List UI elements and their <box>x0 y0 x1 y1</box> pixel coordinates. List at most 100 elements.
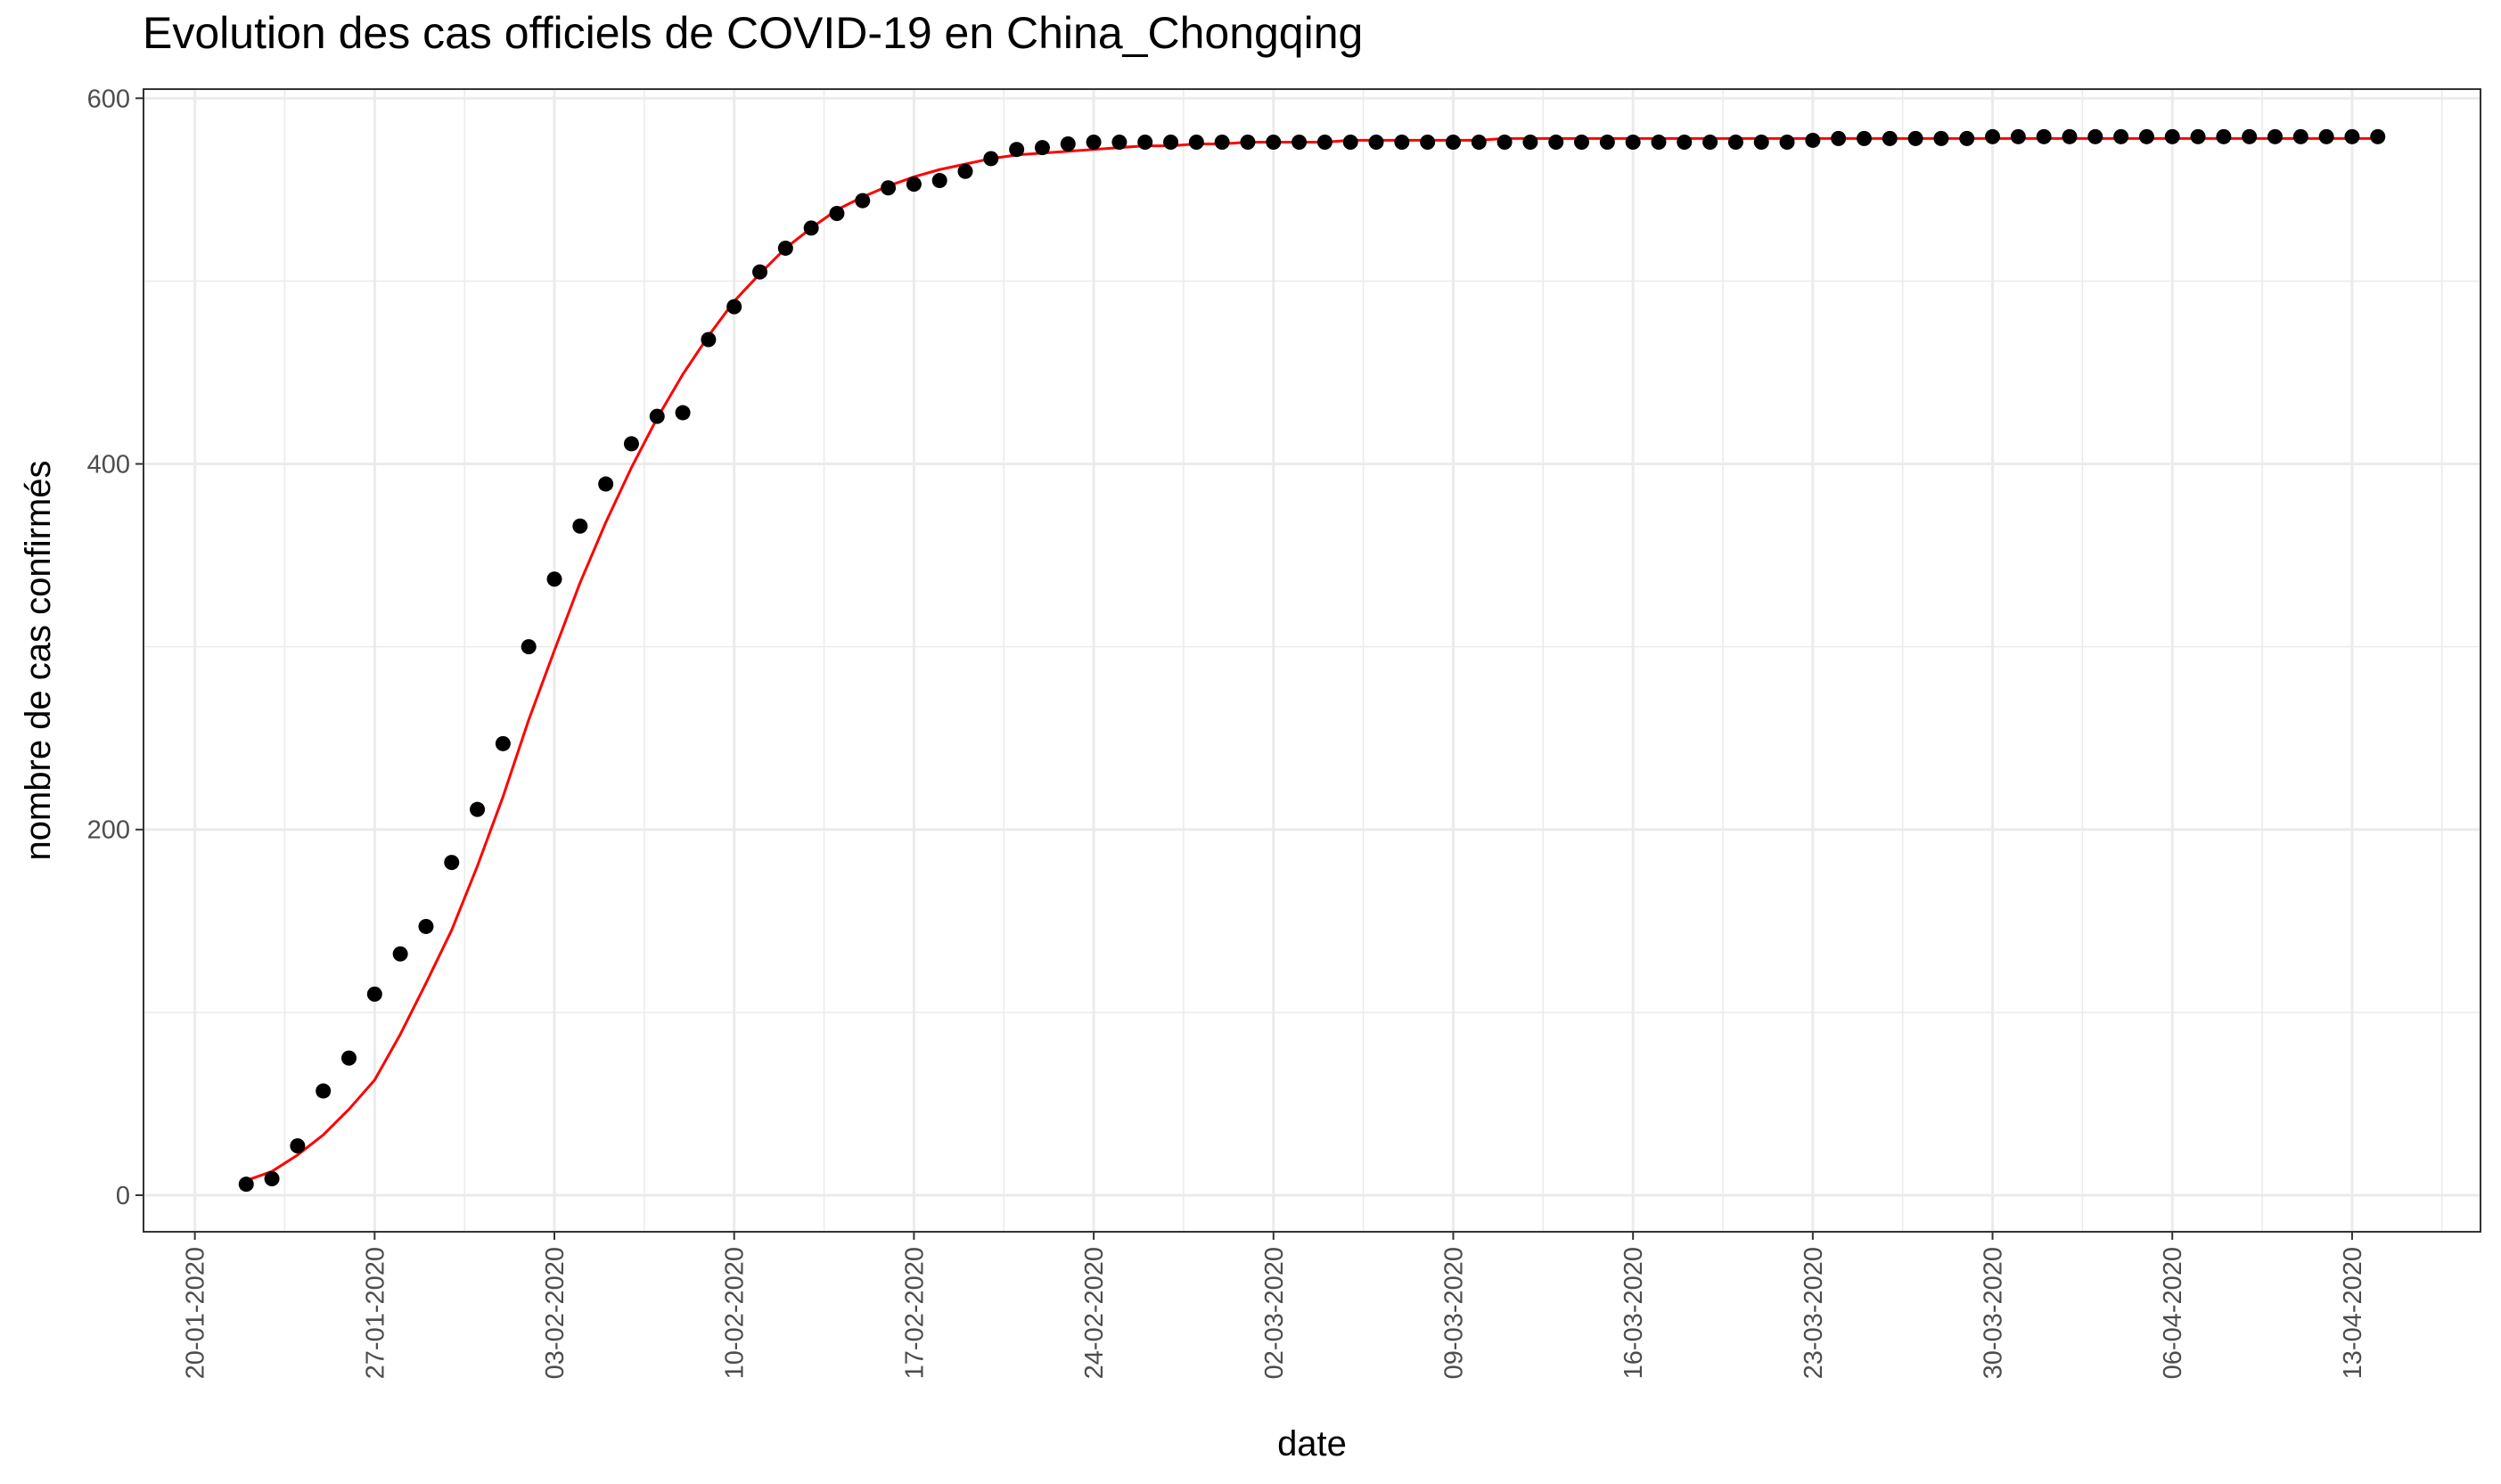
x-tick-label: 09-03-2020 <box>1439 1247 1468 1379</box>
x-tick-label: 16-03-2020 <box>1620 1247 1648 1379</box>
data-point <box>777 240 793 256</box>
data-point <box>1342 134 1358 150</box>
data-point <box>470 801 486 817</box>
data-point <box>2036 128 2052 144</box>
data-point <box>726 299 742 315</box>
x-tick-label: 02-03-2020 <box>1260 1247 1289 1379</box>
data-point <box>1188 134 1204 150</box>
data-point <box>906 176 922 193</box>
data-point <box>2062 128 2078 144</box>
x-tick-label: 24-02-2020 <box>1080 1247 1109 1379</box>
data-point <box>2190 128 2206 144</box>
data-point <box>2242 128 2258 144</box>
data-point <box>495 735 511 751</box>
y-axis: 0 200 400 600 <box>87 85 144 1210</box>
data-point <box>598 476 614 492</box>
data-point <box>1163 134 1179 150</box>
data-point <box>675 405 691 421</box>
x-tick-label: 17-02-2020 <box>900 1247 929 1379</box>
data-point <box>1086 134 1102 150</box>
data-point <box>572 518 588 534</box>
data-point <box>829 205 845 221</box>
plot-panel-background <box>144 89 2480 1232</box>
data-point <box>2087 128 2103 144</box>
data-point <box>1240 134 1256 150</box>
x-tick-label: 30-03-2020 <box>1980 1247 2008 1379</box>
x-tick-label: 03-02-2020 <box>541 1247 570 1379</box>
data-point <box>2344 128 2360 144</box>
data-point <box>701 332 717 348</box>
data-point <box>1702 134 1718 150</box>
data-point <box>1805 132 1821 148</box>
data-point <box>316 1083 332 1099</box>
data-point <box>752 264 768 280</box>
data-point <box>1137 134 1153 150</box>
data-point <box>546 571 562 587</box>
data-point <box>983 151 999 167</box>
data-point <box>521 639 537 655</box>
x-tick-label: 13-04-2020 <box>2339 1247 2367 1379</box>
data-point <box>1445 134 1461 150</box>
data-point <box>855 193 871 209</box>
y-tick-label: 0 <box>116 1182 130 1210</box>
data-point <box>264 1171 280 1187</box>
x-tick-label: 10-02-2020 <box>721 1247 750 1379</box>
x-tick-label: 27-01-2020 <box>361 1247 390 1379</box>
data-point <box>2138 128 2154 144</box>
data-point <box>1727 134 1743 150</box>
data-point <box>392 946 408 962</box>
data-point <box>1625 134 1641 150</box>
data-point <box>1651 134 1667 150</box>
y-tick-label: 200 <box>87 816 130 845</box>
y-axis-title: nombre de cas confirmés <box>19 460 58 860</box>
data-point <box>444 855 460 871</box>
data-point <box>1214 134 1230 150</box>
data-point <box>1316 134 1332 150</box>
data-point <box>1368 134 1384 150</box>
data-point <box>1856 130 1872 146</box>
data-point <box>1009 142 1025 158</box>
data-point <box>290 1138 306 1154</box>
data-point <box>2113 128 2129 144</box>
data-point <box>1266 134 1282 150</box>
data-point <box>1496 134 1513 150</box>
grid-major <box>144 89 2480 1232</box>
data-point <box>1907 130 1923 146</box>
x-axis-title: date <box>1277 1424 1347 1464</box>
plot-panel-border <box>143 88 2481 1233</box>
x-tick-label: 06-04-2020 <box>2159 1247 2187 1379</box>
data-point <box>341 1050 357 1066</box>
y-tick-label: 600 <box>87 85 130 113</box>
data-point <box>1599 134 1615 150</box>
y-tick-label: 400 <box>87 450 130 479</box>
x-axis: 20-01-2020 27-01-2020 03-02-2020 10-02-2020… <box>182 1232 2367 1379</box>
data-point <box>649 408 665 424</box>
data-point <box>1471 134 1487 150</box>
data-point <box>238 1177 254 1193</box>
grid-minor <box>144 89 2480 1232</box>
data-point <box>2164 128 2180 144</box>
chart-title: Evolution des cas officiels de COVID-19 … <box>143 8 1364 58</box>
data-point <box>1292 134 1308 150</box>
data-point <box>1933 130 1949 146</box>
data-point <box>2318 128 2334 144</box>
data-point <box>2292 128 2308 144</box>
data-point <box>1831 130 1847 146</box>
data-point <box>1677 134 1693 150</box>
data-point <box>1548 134 1564 150</box>
data-point <box>2216 128 2232 144</box>
data-point <box>1779 134 1795 150</box>
data-point <box>1060 136 1076 152</box>
data-point <box>623 436 639 452</box>
data-point <box>1882 130 1898 146</box>
data-point <box>803 220 819 236</box>
data-point <box>418 918 434 934</box>
data-point <box>957 163 973 179</box>
data-point <box>881 180 897 196</box>
x-tick-label: 23-03-2020 <box>1800 1247 1828 1379</box>
data-point <box>1034 140 1050 156</box>
data-point <box>2370 128 2386 144</box>
data-point <box>1394 134 1410 150</box>
data-points-layer <box>238 128 2386 1193</box>
